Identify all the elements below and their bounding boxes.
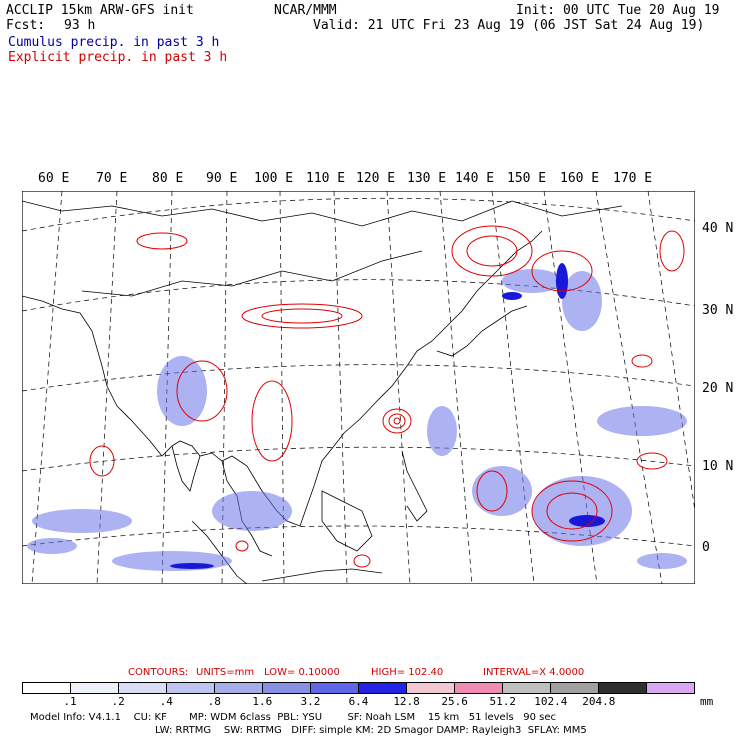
colorbar-label: 51.2 (489, 695, 516, 708)
colorbar (22, 682, 695, 694)
lon-label: 70 E (96, 171, 128, 186)
colorbar-label: .2 (111, 695, 125, 708)
colorbar-swatch (167, 683, 215, 693)
valid-time: Valid: 21 UTC Fri 23 Aug 19 (06 JST Sat … (313, 18, 705, 33)
lat-label: 20 N (702, 381, 734, 396)
contours-label: CONTOURS: (128, 667, 189, 678)
lon-label: 150 E (507, 171, 547, 186)
colorbar-swatch (455, 683, 503, 693)
lon-label: 160 E (560, 171, 600, 186)
colorbar-swatch (599, 683, 647, 693)
lon-label: 100 E (254, 171, 294, 186)
lat-label: 30 N (702, 303, 734, 318)
colorbar-swatch (71, 683, 119, 693)
lat-label: 10 N (702, 459, 734, 474)
colorbar-label: 1.6 (252, 695, 273, 708)
lon-label: 80 E (152, 171, 184, 186)
explicit-precip (89, 225, 685, 568)
colorbar-label: .8 (207, 695, 221, 708)
colorbar-swatch (647, 683, 694, 693)
colorbar-swatch (359, 683, 407, 693)
cumulus-precip (27, 269, 687, 571)
init-time: Init: 00 UTC Tue 20 Aug 19 (516, 3, 720, 18)
footer-physics-info: LW: RRTMG SW: RRTMG DIFF: simple KM: 2D … (155, 725, 587, 736)
colorbar-label: .4 (159, 695, 173, 708)
colorbar-swatch (215, 683, 263, 693)
colorbar-units: mm (700, 695, 714, 708)
cumulus-legend: Cumulus precip. in past 3 h (8, 35, 220, 50)
colorbar-label: 12.8 (393, 695, 420, 708)
fcst-value: 93 h (64, 18, 96, 33)
footer-model-info: Model Info: V4.1.1 CU: KF MP: WDM 6class… (30, 712, 556, 723)
lon-label: 110 E (306, 171, 346, 186)
colorbar-label: 204.8 (582, 695, 616, 708)
colorbar-swatch (311, 683, 359, 693)
lon-label: 140 E (455, 171, 495, 186)
colorbar-label: 102.4 (534, 695, 568, 708)
lon-label: 90 E (206, 171, 238, 186)
colorbar-label: .1 (63, 695, 77, 708)
lon-label: 130 E (407, 171, 447, 186)
lat-label: 40 N (702, 221, 734, 236)
contours-units: UNITS=mm (196, 667, 255, 678)
colorbar-label: 25.6 (441, 695, 468, 708)
colorbar-swatch (551, 683, 599, 693)
contours-low: LOW= 0.10000 (264, 667, 340, 678)
lon-label: 60 E (38, 171, 70, 186)
lat-label: 0 (702, 540, 710, 555)
lon-label: 120 E (356, 171, 396, 186)
colorbar-swatch (263, 683, 311, 693)
cumulus-heavy (170, 263, 605, 569)
center-label: NCAR/MMM (274, 3, 337, 18)
colorbar-swatch (119, 683, 167, 693)
colorbar-swatch (407, 683, 455, 693)
fcst-label: Fcst: (6, 18, 46, 33)
precip-map (22, 191, 695, 584)
explicit-legend: Explicit precip. in past 3 h (8, 50, 228, 65)
contours-interval: INTERVAL=X 4.0000 (483, 667, 585, 678)
colorbar-label: 3.2 (300, 695, 321, 708)
colorbar-swatch (23, 683, 71, 693)
colorbar-swatch (503, 683, 551, 693)
lon-label: 170 E (613, 171, 653, 186)
contours-high: HIGH= 102.40 (371, 667, 444, 678)
colorbar-label: 6.4 (348, 695, 369, 708)
model-title: ACCLIP 15km ARW-GFS init (6, 3, 194, 18)
